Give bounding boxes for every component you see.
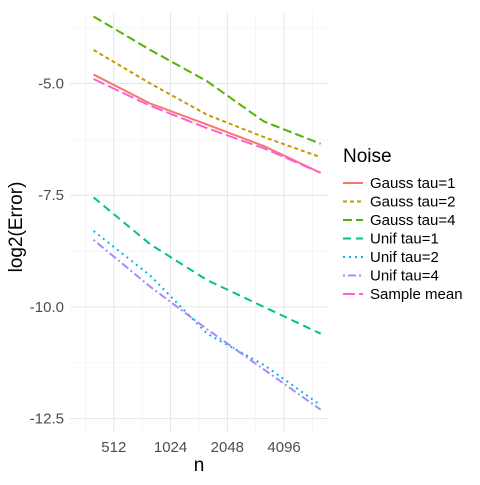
grid: [70, 12, 328, 432]
y-tick-label: -10.0: [30, 299, 64, 316]
series-line: [92, 196, 322, 335]
legend-title: Noise: [343, 146, 392, 167]
x-tick-label: 1024: [154, 439, 187, 456]
series-lines: [92, 15, 322, 411]
legend-label: Unif tau=2: [370, 249, 439, 266]
axes: 512 1024 2048 4096 -5.0 -7.5 -10.0 -12.5: [30, 75, 301, 456]
series-line: [93, 49, 321, 159]
series-line: [93, 78, 322, 174]
legend-label: Unif tau=4: [370, 268, 439, 285]
legend-label: Gauss tau=2: [370, 194, 455, 211]
legend-label: Sample mean: [370, 286, 463, 303]
x-axis-label: n: [194, 455, 205, 476]
legend-label: Gauss tau=1: [370, 175, 455, 192]
y-tick-label: -12.5: [30, 411, 64, 428]
series-line: [92, 239, 322, 411]
x-tick-label: 4096: [267, 439, 300, 456]
y-tick-label: -7.5: [38, 187, 64, 204]
x-tick-label: 2048: [211, 439, 244, 456]
legend-label: Unif tau=1: [370, 231, 439, 248]
x-tick-label: 512: [101, 439, 126, 456]
y-tick-label: -5.0: [38, 75, 64, 92]
y-axis-label: log2(Error): [6, 182, 27, 273]
series-line: [93, 73, 322, 174]
series-line: [93, 15, 322, 145]
series-line: [92, 230, 322, 407]
legend-label: Gauss tau=4: [370, 212, 455, 229]
